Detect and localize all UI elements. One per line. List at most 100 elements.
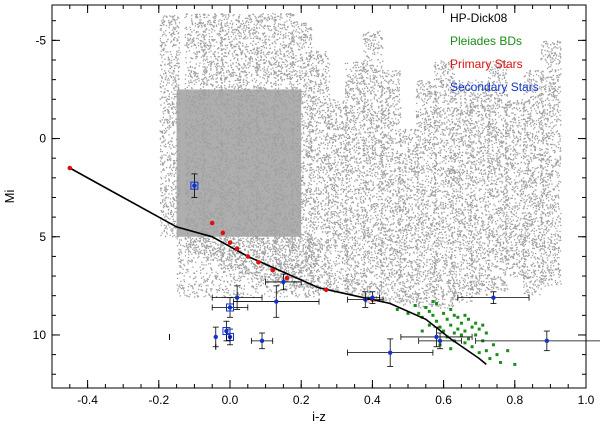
- pleiades-bd-point: [445, 317, 449, 321]
- legend: HP-Dick08 Pleiades BDs Primary Stars Second…: [450, 11, 539, 94]
- pleiades-bd-point: [463, 313, 467, 317]
- field-stars-tail: [176, 236, 321, 298]
- pleiades-bd-point: [449, 323, 453, 327]
- primary-star-point: [67, 165, 73, 171]
- pleiades-bd-point: [474, 321, 478, 325]
- secondary-star-point: [259, 338, 265, 344]
- legend-entry: Primary Stars: [450, 57, 523, 71]
- pleiades-bd-point: [463, 329, 467, 333]
- pleiades-bd-point: [459, 333, 463, 337]
- pleiades-bd-point: [427, 309, 431, 313]
- pleiades-bd-point: [484, 331, 488, 335]
- legend-entry: Pleiades BDs: [450, 34, 522, 48]
- primary-star-point: [284, 275, 290, 281]
- pleiades-bd-point: [434, 302, 438, 306]
- secondary-star-point: [434, 334, 439, 340]
- secondary-star-square-marker: [190, 181, 199, 190]
- pleiades-bd-point: [506, 349, 510, 353]
- pleiades-bd-point: [491, 343, 495, 347]
- x-tick-label: -0.2: [148, 393, 169, 407]
- secondary-star-point: [437, 338, 443, 344]
- secondary-star-point: [227, 305, 233, 310]
- pleiades-bd-point: [434, 319, 438, 323]
- pleiades-bd-point: [413, 304, 417, 308]
- pleiades-bd-point: [420, 329, 424, 333]
- x-tick-label: 0.6: [435, 393, 452, 407]
- x-tick-label: -0.4: [77, 393, 98, 407]
- secondary-star-point: [388, 350, 393, 355]
- secondary-star-point: [544, 338, 550, 344]
- pleiades-bd-point: [484, 349, 488, 353]
- field-stars-scatter: [159, 12, 562, 309]
- secondary-star-point: [234, 295, 240, 300]
- pleiades-bd-point: [488, 357, 492, 361]
- secondary-star-point: [224, 328, 229, 334]
- primary-star-point: [227, 240, 233, 245]
- pleiades-bd-point: [406, 311, 410, 315]
- primary-star-point: [245, 254, 251, 259]
- secondary-star-point: [192, 183, 197, 188]
- secondary-star-square-marker: [222, 327, 231, 336]
- pleiades-bd-point: [474, 333, 478, 337]
- pleiades-bd-point: [513, 362, 517, 366]
- pleiades-bd-point: [452, 313, 456, 317]
- y-axis-label: Mi: [2, 190, 17, 204]
- pleiades-bd-point: [417, 311, 421, 315]
- secondary-star-square-marker: [226, 303, 234, 312]
- x-tick-label: 0.0: [222, 393, 239, 407]
- pleiades-bd-point: [449, 307, 453, 311]
- legend-entry: HP-Dick08: [450, 11, 508, 25]
- primary-star-point: [220, 230, 226, 236]
- axis-tick-labels: -0.4 -0.2 0.0 0.2 0.4 0.6 0.8 1.0 -5 0 5 10: [33, 33, 595, 407]
- pleiades-bd-point: [477, 351, 481, 355]
- pleiades-bd-point: [442, 329, 446, 333]
- primary-stars-layer: [67, 165, 375, 302]
- secondary-star-point: [370, 295, 375, 300]
- pleiades-bd-point: [456, 315, 460, 319]
- pleiades-bd-point: [459, 321, 463, 325]
- secondary-star-point: [274, 299, 279, 304]
- secondary-stars-layer: [190, 173, 600, 367]
- x-tick-label: 0.8: [506, 393, 523, 407]
- y-tick-label: -5: [35, 33, 46, 47]
- x-tick-label: 1.0: [578, 393, 595, 407]
- pleiades-bd-point: [467, 317, 471, 321]
- y-tick-label: 10: [33, 328, 47, 342]
- pleiades-bd-point: [395, 307, 399, 311]
- pleiades-bd-point: [495, 353, 499, 357]
- pleiades-bd-point: [442, 311, 446, 315]
- pleiades-bd-point: [467, 337, 471, 341]
- y-tick-label: 0: [39, 132, 46, 146]
- hp-dick08-line: [69, 167, 487, 366]
- x-axis-label: i-z: [312, 409, 326, 424]
- black-markers-layer: [168, 333, 231, 350]
- pleiades-bd-point: [499, 360, 503, 364]
- pleiades-bd-point: [431, 313, 435, 317]
- secondary-star-point: [213, 334, 218, 340]
- pleiades-bd-point: [427, 323, 431, 327]
- pleiades-bd-point: [463, 341, 467, 345]
- field-stars-layer: [159, 12, 562, 309]
- x-tick-label: 0.2: [293, 393, 310, 407]
- pleiades-bd-point: [477, 327, 481, 331]
- pleiades-bd-point: [449, 347, 453, 351]
- pleiades-bd-point: [452, 331, 456, 335]
- pleiades-bd-point: [481, 323, 485, 327]
- pleiades-bd-point: [470, 325, 474, 329]
- legend-entry: Secondary Stars: [450, 80, 539, 94]
- y-tick-label: 5: [39, 230, 46, 244]
- primary-star-point: [234, 246, 240, 251]
- field-stars-dense-core: [176, 89, 302, 237]
- primary-star-point: [270, 267, 276, 273]
- pleiades-bd-point: [470, 345, 474, 349]
- hp-dick08-layer: [69, 167, 487, 366]
- axis-ticks: [51, 5, 587, 388]
- primary-star-point: [209, 220, 215, 226]
- pleiades-bd-point: [431, 300, 435, 304]
- primary-star-point: [256, 259, 261, 265]
- pleiades-bd-point: [438, 325, 442, 329]
- secondary-star-point: [491, 295, 496, 300]
- primary-star-point: [323, 287, 329, 293]
- x-tick-label: 0.4: [364, 393, 381, 407]
